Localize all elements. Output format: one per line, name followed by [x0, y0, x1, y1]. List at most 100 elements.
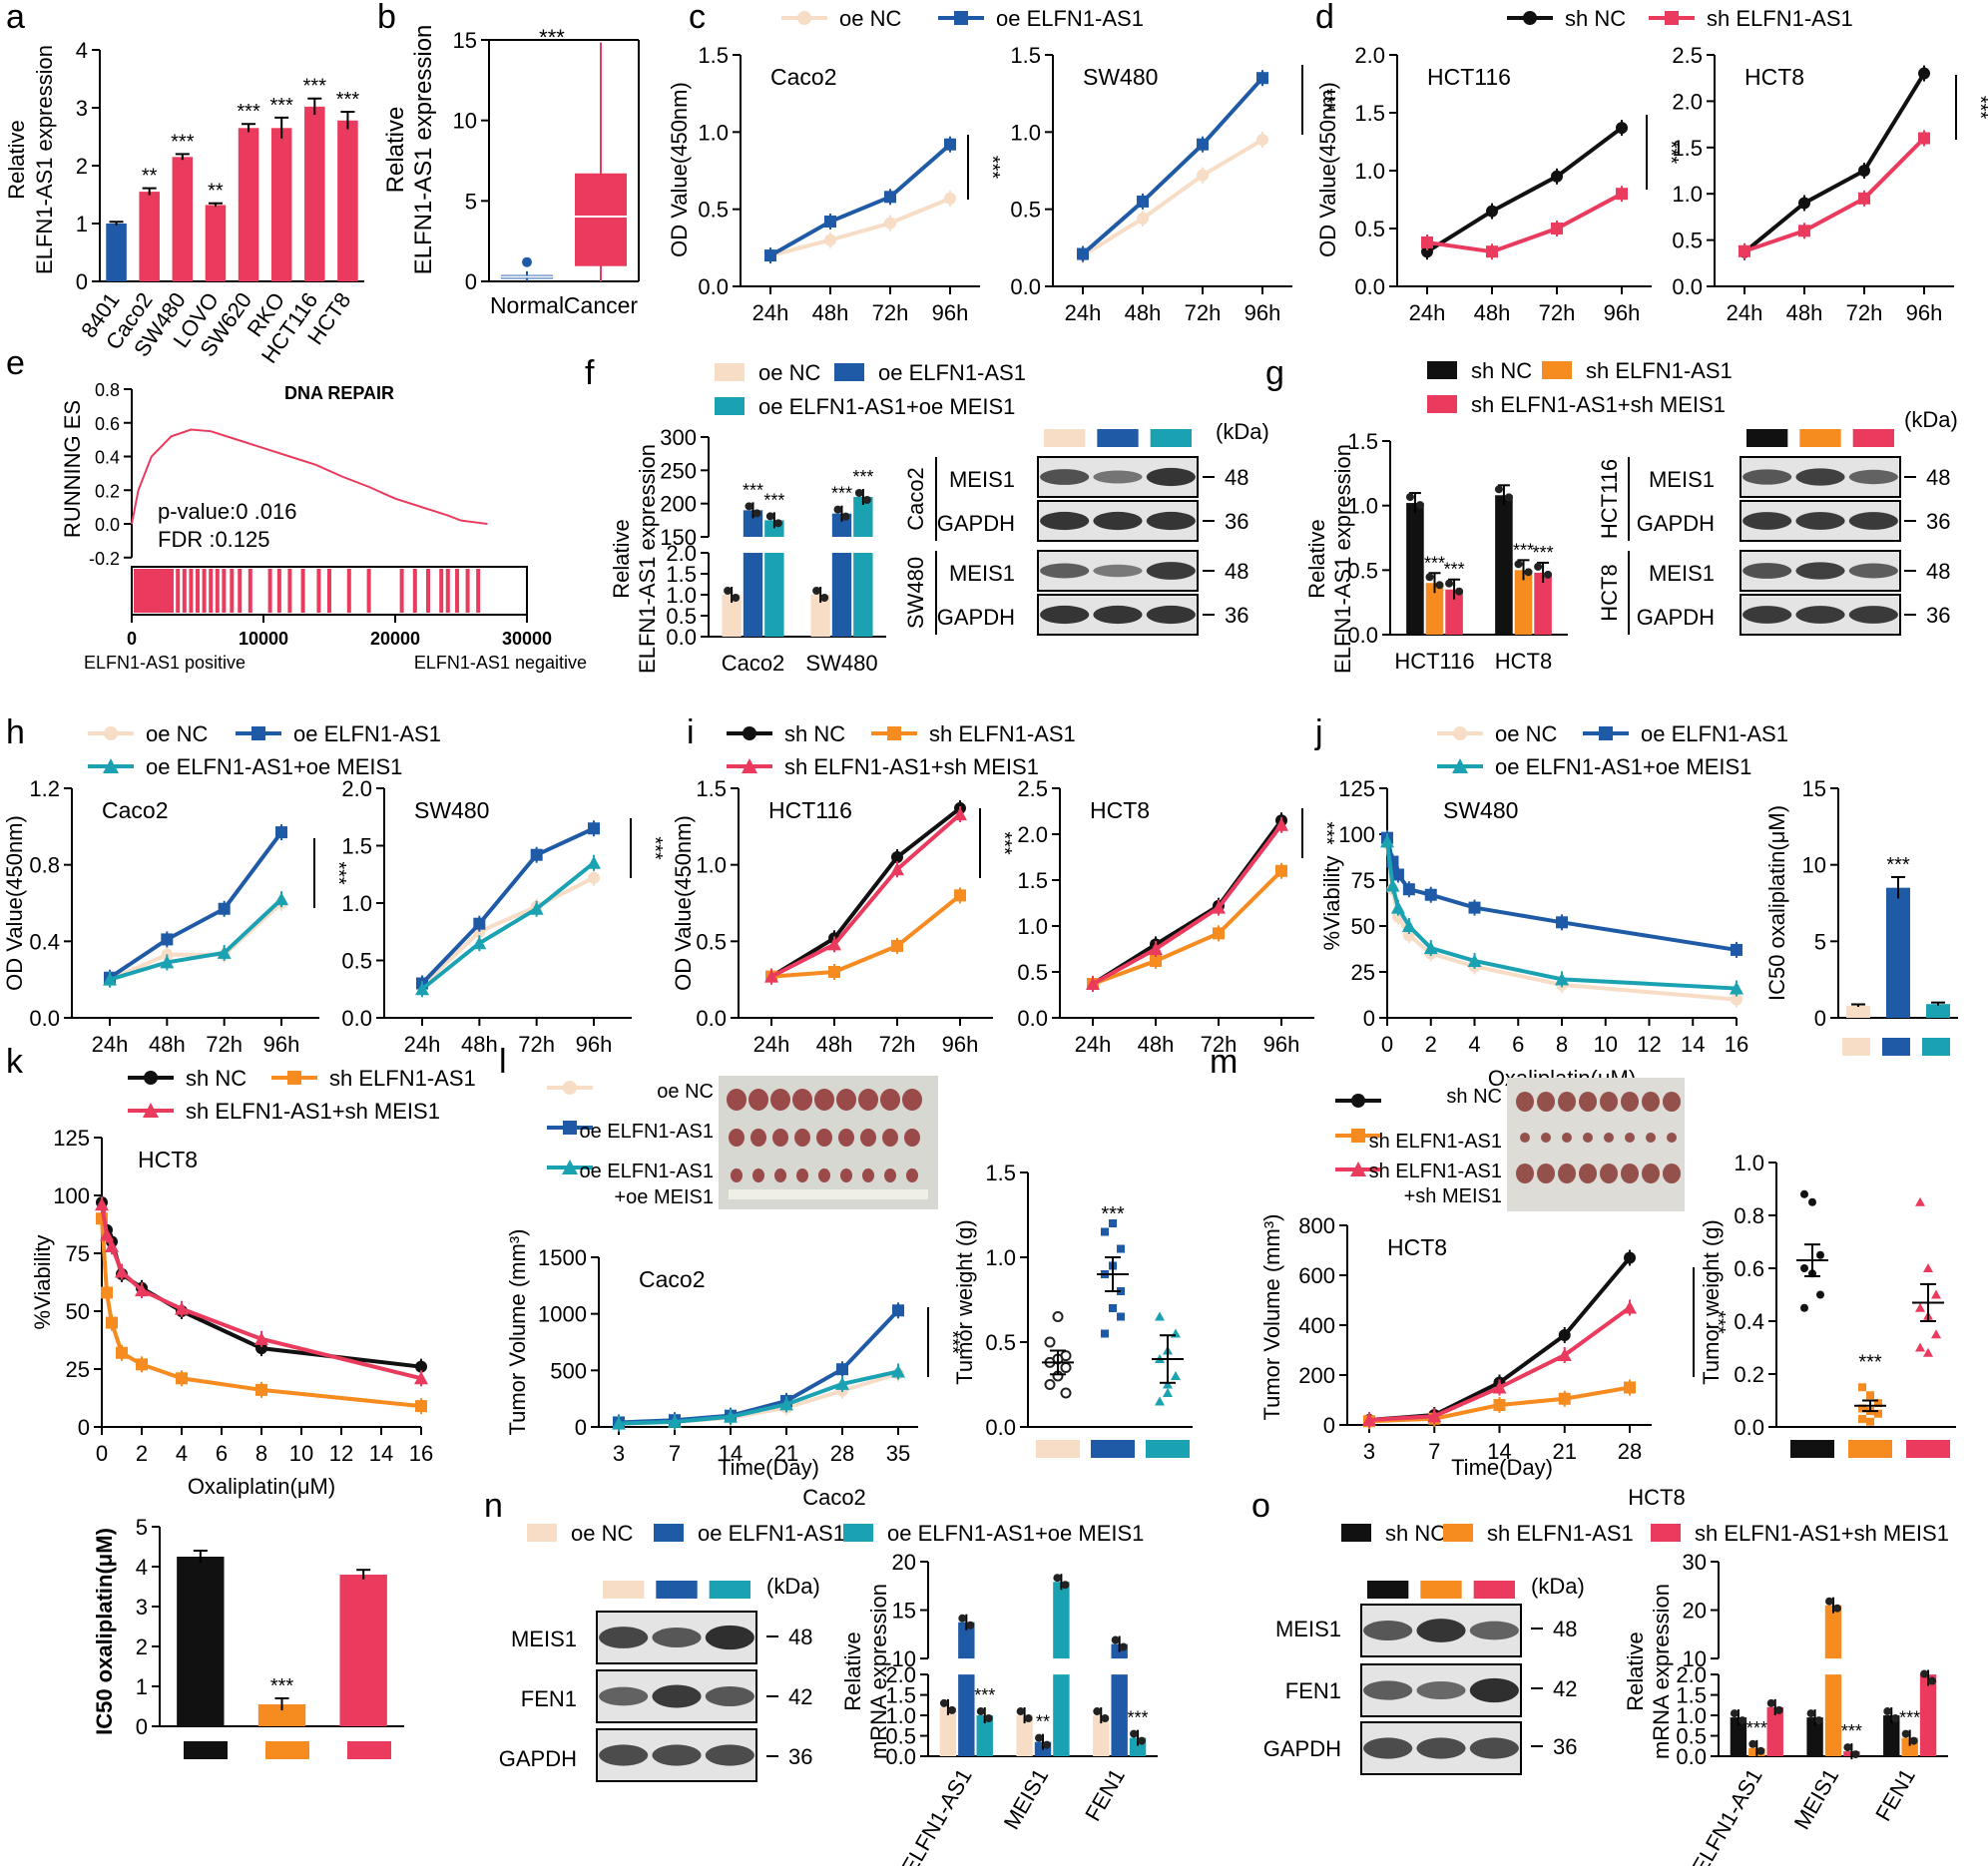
hit-mark: [287, 569, 292, 613]
subplot-title: HCT8: [1744, 64, 1804, 90]
x-tick-label: 48h: [1474, 300, 1511, 325]
sig-label: ***: [743, 480, 763, 500]
panel-letter-n: n: [484, 1487, 503, 1525]
point: [891, 1364, 905, 1378]
tumor: [1562, 1133, 1572, 1143]
y-tick-label: 600: [1298, 1263, 1335, 1288]
legend-label: sh ELFN1-AS1: [1369, 1131, 1502, 1153]
bar: [831, 553, 852, 637]
point: [1858, 1383, 1866, 1392]
x-tick-label: 72h: [1539, 300, 1576, 325]
subplot-title: Caco2: [102, 797, 168, 823]
point: [1514, 560, 1523, 569]
x-tick-label: MEIS1: [999, 1764, 1054, 1834]
y-tick-label: 0.5: [341, 949, 372, 974]
legend-label: oe ELFN1-AS1+oe MEIS1: [887, 1521, 1144, 1546]
tumor: [1537, 1164, 1555, 1183]
tumor: [1541, 1133, 1551, 1143]
y-tick-label: 1.0: [1734, 1151, 1764, 1175]
tumor: [1579, 1164, 1597, 1183]
point: [884, 191, 896, 204]
panel-letter-f: f: [585, 354, 595, 392]
category-swatch: [1091, 1440, 1135, 1458]
y-tick-label: 200: [1298, 1363, 1335, 1388]
blot-band: [1742, 469, 1792, 485]
point: [1901, 1729, 1910, 1738]
sig-label: ***: [831, 484, 852, 504]
point: [1109, 1219, 1117, 1227]
hit-mark: [134, 569, 174, 613]
y-tick-label: 0: [1363, 1006, 1375, 1031]
y-tick-label: 100: [53, 1183, 90, 1208]
annotation: FDR :0.125: [158, 527, 270, 552]
blot-cell-label: HCT116: [1597, 459, 1622, 539]
y-tick-label: 20: [1683, 1599, 1707, 1624]
point: [1756, 1746, 1765, 1755]
point: [1915, 1196, 1925, 1206]
blot-label: MEIS1: [949, 467, 1015, 492]
hit-mark: [182, 569, 187, 613]
point: [1739, 244, 1750, 257]
x-tick-label: 8: [1556, 1032, 1568, 1057]
y-tick-label: 0.0: [1734, 1415, 1764, 1440]
legend-label: sh NC: [1446, 1086, 1502, 1108]
blot-band: [1363, 1621, 1413, 1640]
kda-label: 48: [1553, 1617, 1577, 1641]
y-axis-label: ELFN1-AS1 expression: [410, 25, 437, 275]
bar: [1425, 583, 1444, 635]
x-tick-label: 48h: [1125, 300, 1162, 325]
hit-mark: [316, 569, 321, 613]
y-axis-label: ELFN1-AS1 expression: [32, 45, 57, 274]
blot-band: [1848, 606, 1898, 624]
y-tick-label: 3: [76, 96, 88, 121]
y-axis-label: Relative: [1623, 1632, 1648, 1710]
point: [1557, 1348, 1572, 1361]
point: [884, 217, 896, 230]
y-tick-label: 1.0: [1672, 182, 1703, 207]
blot-label: MEIS1: [1649, 561, 1715, 586]
blot-band: [1093, 605, 1143, 625]
panel-letter-m: m: [1210, 1043, 1238, 1081]
subplot-title: Caco2: [770, 64, 836, 90]
kda-label: 36: [1926, 603, 1950, 628]
blot-label: GAPDH: [937, 605, 1015, 630]
blot-border: [596, 1669, 757, 1723]
hit-mark: [196, 569, 200, 613]
y-tick-label: 15: [453, 28, 477, 53]
legend-label: oe ELFN1-AS1: [1641, 721, 1788, 746]
y-tick-label: 10: [453, 109, 477, 134]
tumor: [796, 1168, 808, 1182]
point: [1492, 1380, 1507, 1394]
y-tick-label: 1.5: [696, 776, 727, 801]
x-tick-label: 21: [774, 1441, 798, 1466]
legend-label: sh NC: [784, 721, 845, 746]
x-tick-label: 96h: [932, 300, 969, 325]
y-tick-label: 1.2: [29, 776, 60, 801]
lane-swatch: [656, 1581, 698, 1599]
y-tick-label: 1.0: [341, 891, 372, 916]
series-line: [770, 812, 962, 979]
point: [1874, 1409, 1882, 1418]
x-tick-label: 96h: [942, 1032, 979, 1057]
blot-cell-label: SW480: [903, 557, 928, 629]
y-axis-label: Tumor Volume (mm³): [1259, 1214, 1284, 1421]
tumor: [1558, 1092, 1576, 1112]
x-tick-label: 72h: [879, 1032, 916, 1057]
y-axis-label: ELFN1-AS1 expression: [1330, 444, 1355, 674]
series-line: [618, 1369, 899, 1426]
tumor: [902, 1089, 922, 1111]
x-tick-label: 72h: [1185, 300, 1222, 325]
point: [779, 1397, 793, 1411]
point: [251, 726, 265, 740]
y-tick-label: 2.0: [1017, 822, 1048, 847]
hit-mark: [455, 569, 460, 613]
y-tick-label: 1.0: [1347, 494, 1378, 519]
bar: [743, 553, 763, 637]
point: [732, 594, 741, 602]
point: [1455, 587, 1464, 596]
point: [1920, 1669, 1929, 1678]
x-tick-label: 16: [1725, 1032, 1748, 1057]
bar: [1883, 1715, 1900, 1756]
point: [1155, 1396, 1165, 1406]
bar: [1016, 1715, 1033, 1756]
